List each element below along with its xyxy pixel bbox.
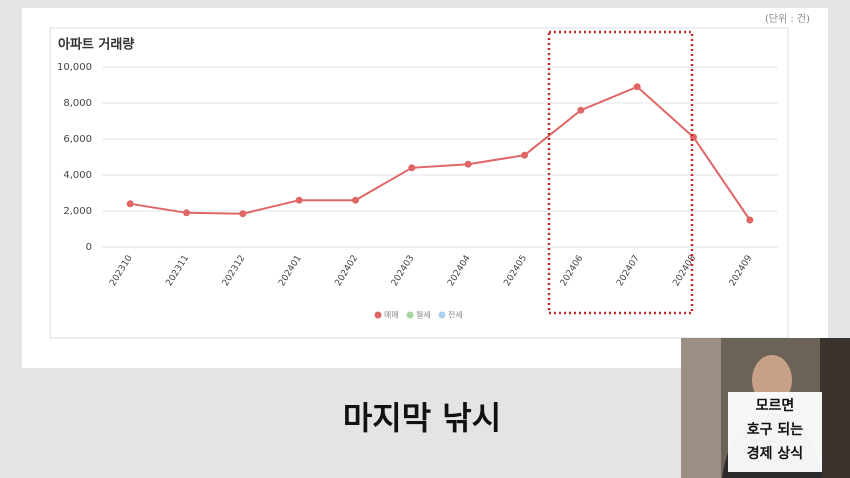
y-tick-label: 6,000	[63, 134, 92, 145]
point	[408, 164, 416, 172]
point	[577, 106, 585, 114]
unit-note: (단위 : 건)	[765, 12, 810, 25]
point	[183, 209, 190, 217]
point	[521, 151, 528, 159]
caption: 마지막 낚시	[343, 399, 501, 437]
y-tick-label: 4,000	[63, 170, 92, 181]
point	[352, 196, 359, 204]
shelf	[681, 338, 721, 478]
wall	[820, 338, 850, 478]
chart-title: 아파트 거래량	[58, 37, 134, 53]
text-box	[728, 392, 822, 472]
legend-label: 전세	[448, 310, 463, 320]
legend-label: 월세	[416, 310, 431, 320]
point	[126, 200, 134, 208]
chart-frame	[49, 27, 789, 339]
y-tick-label: 8,000	[63, 98, 92, 109]
overlay-text: 호구 되는	[747, 422, 804, 438]
line	[130, 85, 751, 221]
point	[633, 83, 641, 91]
highlight-box	[547, 30, 694, 315]
slide	[22, 8, 828, 368]
legend-label: 매매	[384, 311, 399, 320]
legend-swatch	[374, 311, 382, 319]
point	[746, 216, 754, 224]
point	[239, 210, 247, 218]
legend-swatch	[406, 311, 414, 319]
overlay-text: 경제 상식	[747, 445, 803, 462]
legend-swatch	[438, 311, 446, 319]
point	[464, 160, 472, 168]
overlay-text: 모르면	[756, 397, 795, 414]
y-tick-label: 2,000	[63, 206, 92, 217]
y-tick-label: 0	[86, 242, 92, 253]
point	[295, 196, 303, 204]
webcam: 모르면 호구 되는 경제 상식	[681, 338, 850, 478]
y-tick-label: 10,000	[57, 62, 92, 73]
